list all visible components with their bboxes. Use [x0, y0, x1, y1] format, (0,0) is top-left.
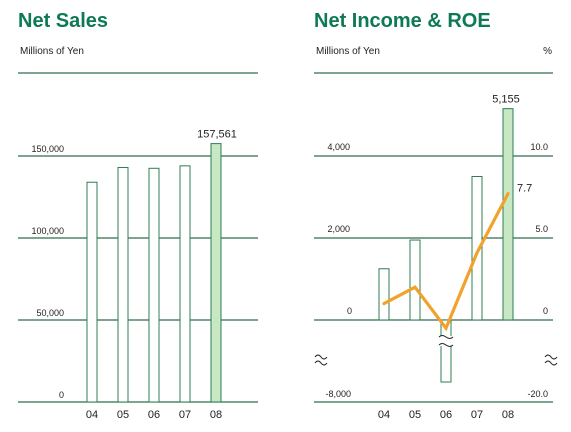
net-income-roe-chart: 4,000 2,000 0 -8,000 10.0 5.0 0 -20.0 04 05 06 07 08… [314, 72, 558, 421]
chart-title-net-sales: Net Sales [18, 10, 108, 32]
y-tick-label: 50,000 [36, 308, 64, 318]
x-tick-label: 07 [471, 409, 483, 421]
bar-05 [409, 239, 421, 321]
left-y-tick-label: 4,000 [327, 142, 350, 152]
y-tick-label: 150,000 [31, 144, 64, 154]
x-tick-label: 08 [502, 409, 514, 421]
x-tick-label: 05 [409, 409, 421, 421]
x-tick-label: 04 [86, 409, 98, 421]
right-y-tick-label: -20.0 [527, 389, 548, 399]
data-label: 5,155 [492, 94, 520, 106]
x-tick-label: 07 [179, 409, 191, 421]
bar-break-icon [438, 335, 454, 347]
bar-07 [179, 165, 191, 403]
bar-04 [378, 268, 390, 321]
net-sales-chart: 0 50,000 100,000 150,000 04 05 06 07 08 157,561 [18, 72, 258, 421]
bar-08 [210, 143, 222, 403]
x-tick-label: 06 [148, 409, 160, 421]
bar-04 [86, 181, 98, 403]
chart-title-net-income-roe: Net Income & ROE [314, 10, 491, 32]
data-label: 157,561 [197, 129, 237, 141]
right-y-tick-label: 10.0 [530, 142, 548, 152]
bar-06 [148, 167, 160, 403]
right-y-tick-label: 5.0 [535, 224, 548, 234]
bar-05 [117, 166, 129, 403]
right-y-tick-label: 0 [543, 306, 548, 316]
axis-break-icon [314, 354, 328, 366]
data-label: 7.7 [517, 183, 532, 195]
x-tick-label: 06 [440, 409, 452, 421]
left-y-tick-label: -8,000 [325, 389, 351, 399]
bar-break-gap [438, 336, 454, 346]
roe-line [382, 192, 510, 332]
bar-07 [471, 176, 483, 321]
unit-label-net-sales: Millions of Yen [20, 46, 84, 57]
left-y-tick-label: 2,000 [327, 224, 350, 234]
x-tick-label: 08 [210, 409, 222, 421]
unit-label-roe: % [543, 46, 552, 57]
y-tick-label: 100,000 [31, 226, 64, 236]
x-tick-label: 05 [117, 409, 129, 421]
left-y-tick-label: 0 [347, 306, 352, 316]
y-tick-label: 0 [59, 390, 64, 400]
bar-08 [502, 108, 514, 321]
axis-break-icon [544, 354, 558, 366]
x-tick-label: 04 [378, 409, 390, 421]
unit-label-net-income: Millions of Yen [316, 46, 380, 57]
bar-06 [440, 319, 452, 383]
